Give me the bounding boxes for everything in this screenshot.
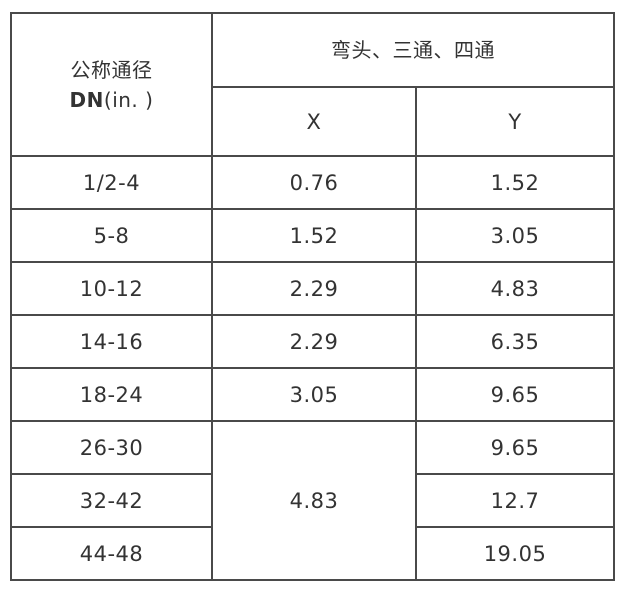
cell-dn: 5-8 <box>10 208 213 263</box>
cell-dn: 10-12 <box>10 261 213 316</box>
header-fittings-group: 弯头、三通、四通 <box>211 12 615 88</box>
cell-dn: 1/2-4 <box>10 155 213 210</box>
cell-dn: 18-24 <box>10 367 213 422</box>
cell-x: 2.29 <box>211 314 417 369</box>
table-row: 5-8 1.52 3.05 <box>10 208 615 263</box>
cell-dn: 44-48 <box>10 526 213 581</box>
dimension-table: 公称通径 DN(in. ) 弯头、三通、四通 X Y 1/2-4 0.76 1.… <box>10 12 615 581</box>
header-nominal-diameter: 公称通径 DN(in. ) <box>10 12 213 157</box>
table-row: 44-48 19.05 <box>10 526 615 581</box>
cell-y: 9.65 <box>415 367 615 422</box>
cell-x: 3.05 <box>211 367 417 422</box>
header-x: X <box>211 86 417 157</box>
cell-y: 6.35 <box>415 314 615 369</box>
cell-dn: 14-16 <box>10 314 213 369</box>
cell-dn: 32-42 <box>10 473 213 528</box>
cell-y: 4.83 <box>415 261 615 316</box>
header-nominal-diameter-label: 公称通径 <box>70 57 153 82</box>
header-y: Y <box>415 86 615 157</box>
table-row: 18-24 3.05 9.65 <box>10 367 615 422</box>
table-row: 10-12 2.29 4.83 <box>10 261 615 316</box>
table-row: 1/2-4 0.76 1.52 <box>10 155 615 210</box>
header-unit: (in. ) <box>103 87 154 112</box>
header-dn: DN <box>69 87 104 112</box>
cell-dn: 26-30 <box>10 420 213 475</box>
cell-y: 3.05 <box>415 208 615 263</box>
cell-x: 2.29 <box>211 261 417 316</box>
cell-y: 19.05 <box>415 526 615 581</box>
cell-x: 1.52 <box>211 208 417 263</box>
cell-y: 9.65 <box>415 420 615 475</box>
cell-y: 1.52 <box>415 155 615 210</box>
cell-x-merged: 4.83 <box>211 420 417 581</box>
table-row: 14-16 2.29 6.35 <box>10 314 615 369</box>
table-row: 32-42 12.7 <box>10 473 615 528</box>
cell-x: 0.76 <box>211 155 417 210</box>
cell-y: 12.7 <box>415 473 615 528</box>
table-row: 26-30 4.83 9.65 <box>10 420 615 581</box>
